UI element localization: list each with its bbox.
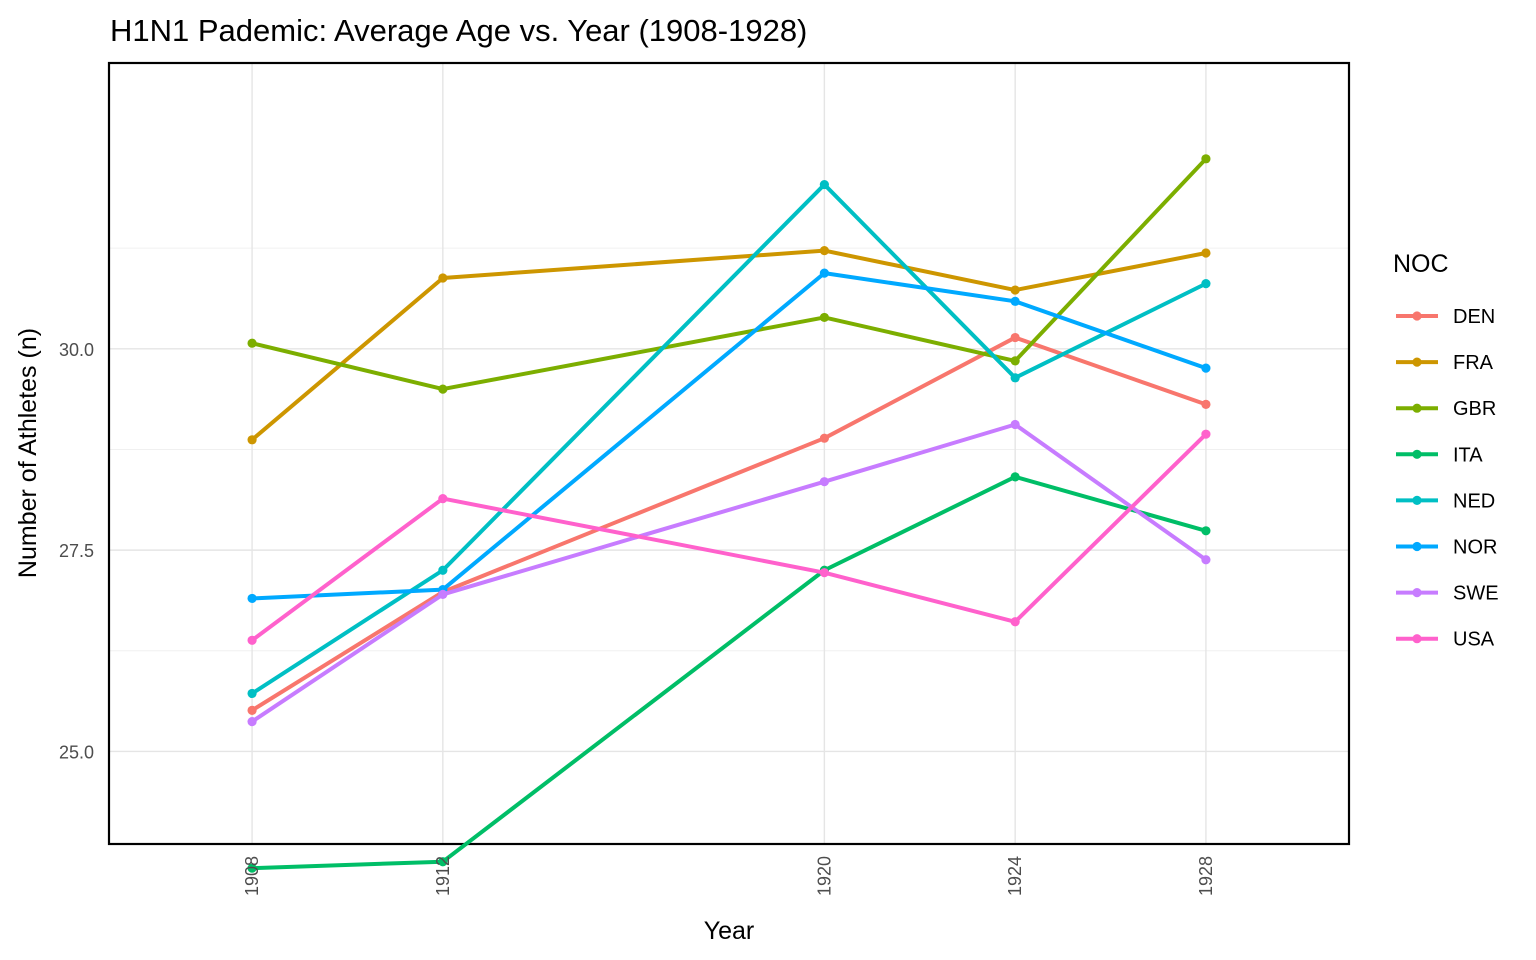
legend-label: NOR [1453, 537, 1497, 559]
data-point-ita [438, 857, 448, 867]
data-point-den [819, 433, 829, 443]
legend-label: SWE [1453, 583, 1499, 605]
data-point-swe [438, 589, 448, 600]
data-point-usa [1201, 429, 1211, 439]
data-point-usa [819, 568, 829, 578]
data-point-ned [247, 688, 257, 699]
data-point-fra [438, 273, 448, 283]
data-point-swe [1010, 419, 1020, 430]
data-point-nor [819, 268, 829, 278]
data-point-gbr [819, 312, 829, 323]
series-line-den [251, 335, 1207, 713]
legend: NOC DEN FRA GBR ITA NED NOR SWE USA [1393, 250, 1499, 651]
data-point-ita [1201, 526, 1211, 536]
legend-label: USA [1453, 629, 1495, 651]
data-point-gbr [438, 384, 448, 394]
chart-title: H1N1 Pademic: Average Age vs. Year (1908… [110, 13, 807, 48]
data-point-ita [1010, 472, 1020, 482]
x-tick-label: 1924 [1005, 856, 1025, 896]
data-point-fra [1201, 248, 1211, 258]
legend-title: NOC [1393, 250, 1449, 278]
x-tick-label: 1928 [1196, 856, 1216, 896]
data-point-nor [1010, 296, 1020, 306]
y-tick-label: 25.0 [59, 742, 94, 762]
x-tick-label: 1920 [814, 856, 834, 896]
legend-label: NED [1453, 490, 1495, 512]
series-nor [247, 268, 1211, 604]
series-ned [247, 179, 1211, 699]
series-usa [247, 429, 1211, 645]
legend-key-point [1412, 588, 1422, 598]
legend-item-nor: NOR [1396, 537, 1497, 559]
x-axis-ticks: 1908 1912 1920 1924 1928 [242, 856, 1216, 896]
legend-label: FRA [1453, 352, 1494, 374]
series-fra [247, 246, 1211, 445]
data-point-fra [1010, 285, 1020, 295]
legend-item-gbr: GBR [1396, 398, 1496, 420]
data-point-usa [1010, 617, 1020, 627]
data-point-gbr [1010, 356, 1020, 366]
data-point-fra [247, 435, 257, 445]
data-point-nor [247, 593, 257, 604]
legend-key-point [1412, 634, 1422, 644]
data-point-ned [1010, 373, 1020, 383]
plot-panel-border [107, 61, 1351, 846]
data-point-swe [247, 717, 257, 727]
data-point-fra [819, 246, 829, 256]
legend-label: DEN [1453, 306, 1495, 328]
data-point-ita [247, 863, 257, 873]
series-swe [247, 419, 1211, 727]
data-point-ned [438, 565, 448, 575]
grid-lines [109, 63, 1349, 844]
legend-key-point [1412, 403, 1422, 413]
data-point-gbr [1201, 154, 1211, 164]
data-point-ned [819, 179, 829, 190]
legend-key-point [1412, 541, 1422, 552]
legend-item-usa: USA [1396, 629, 1495, 651]
series-line-usa [250, 432, 1208, 642]
y-tick-label: 30.0 [59, 340, 94, 360]
y-tick-label: 27.5 [59, 541, 94, 561]
x-axis-title: Year [704, 917, 755, 945]
legend-item-ita: ITA [1396, 444, 1483, 466]
series-den [247, 332, 1211, 715]
legend-items: DEN FRA GBR ITA NED NOR SWE USA [1396, 306, 1499, 651]
data-point-den [1010, 332, 1020, 343]
data-point-usa [438, 493, 448, 504]
data-point-swe [1201, 555, 1211, 565]
x-tick-label: 1908 [242, 856, 262, 896]
data-point-ned [1201, 279, 1211, 289]
y-axis-ticks: 25.0 27.5 30.0 [59, 340, 94, 763]
legend-key-point [1412, 311, 1422, 321]
legend-item-fra: FRA [1396, 352, 1494, 374]
legend-item-ned: NED [1396, 490, 1495, 512]
series-line-ned [250, 182, 1207, 696]
data-point-den [247, 705, 257, 715]
y-axis-title: Number of Athletes (n) [14, 328, 42, 578]
legend-key-point [1412, 449, 1422, 459]
series-layer [247, 154, 1211, 873]
legend-label: ITA [1453, 444, 1483, 466]
data-point-usa [247, 635, 257, 645]
series-gbr [247, 154, 1211, 394]
legend-item-swe: SWE [1396, 583, 1499, 605]
legend-key-point [1412, 357, 1422, 367]
data-point-nor [1201, 363, 1211, 373]
data-point-swe [819, 477, 829, 487]
x-tick-label: 1912 [433, 856, 453, 896]
data-point-gbr [247, 338, 257, 348]
legend-item-den: DEN [1396, 306, 1495, 328]
legend-key-point [1412, 495, 1422, 505]
data-point-den [1201, 399, 1211, 409]
legend-label: GBR [1453, 398, 1496, 420]
series-ita [247, 472, 1211, 873]
